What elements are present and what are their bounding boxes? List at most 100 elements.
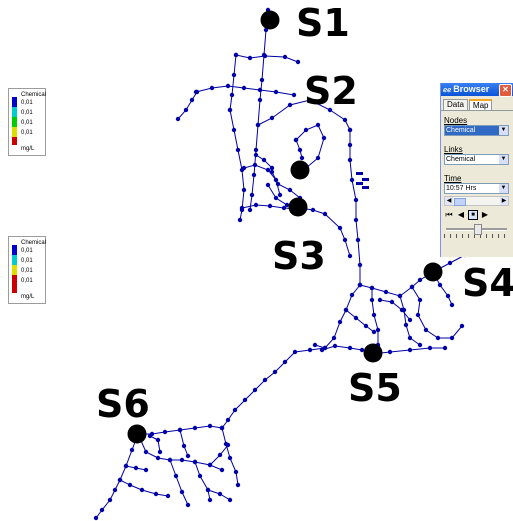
junction-node (349, 177, 355, 183)
legend-entry: 0,01 (12, 245, 42, 257)
junction-node (189, 97, 195, 103)
junction-node (207, 497, 213, 503)
play-forward-icon[interactable]: ▶ (481, 210, 489, 219)
scroll-thumb[interactable] (454, 198, 466, 206)
junction-node (265, 167, 271, 173)
chevron-down-icon[interactable]: ▼ (499, 126, 508, 135)
legend-value: 0,01 (21, 120, 33, 126)
junction-node (231, 72, 237, 78)
junction-node (247, 207, 253, 213)
junction-node (192, 425, 198, 431)
pipe (95, 433, 139, 519)
junction-node (207, 423, 213, 429)
sensor-5: S5 (348, 343, 402, 410)
junction-node (277, 192, 283, 198)
junction-node (399, 307, 405, 313)
junction-node (447, 260, 453, 266)
junction-node (241, 85, 247, 91)
junction-node (359, 347, 365, 353)
chevron-down-icon[interactable]: ▼ (499, 184, 508, 193)
legend-title: Chemical (21, 240, 47, 246)
legend-node-chemical: Chemical 0,01 0,01 0,01 0,01 mg/L (8, 88, 46, 156)
sensor-1: S1 (260, 1, 350, 45)
junction-node (205, 487, 211, 493)
junction-node (363, 323, 369, 329)
sensor-2: S2 (290, 69, 358, 180)
junction-node (415, 312, 421, 318)
slider-knob[interactable] (474, 224, 482, 235)
junction-node (347, 157, 353, 163)
pipe (349, 130, 361, 285)
nodes-select[interactable]: Chemical ▼ (444, 125, 509, 136)
junction-node (249, 192, 255, 198)
junction-node (287, 187, 293, 193)
animation-speed-slider[interactable] (444, 224, 509, 235)
pipe (411, 286, 463, 339)
pipe (379, 299, 411, 321)
junction-node (225, 83, 231, 89)
sensor-3: S3 (272, 197, 326, 278)
legend-link-chemical: Chemical 0,01 0,01 0,01 0,01 mg/L (8, 236, 46, 304)
tank-symbol (356, 182, 363, 185)
time-scrollbar[interactable]: ◀ ▶ (444, 196, 509, 206)
junction-node (185, 502, 191, 508)
junction-node (179, 489, 185, 495)
legend-value: 0,01 (21, 278, 33, 284)
junction-node (322, 211, 328, 217)
epanet-app-icon: ℯℯ (443, 87, 452, 94)
legend-value: 0,01 (21, 130, 33, 136)
junction-node (315, 122, 321, 128)
sensor-label: S5 (348, 366, 402, 410)
browser-titlebar[interactable]: ℯℯ Browser ✕ (441, 83, 513, 97)
junction-node (291, 92, 297, 98)
junction-node (143, 467, 149, 473)
junction-node (183, 107, 189, 113)
tank-symbol (362, 178, 369, 181)
play-backward-icon[interactable]: ◀ (457, 210, 465, 219)
sensor-6: S6 (96, 382, 150, 444)
junction-node (371, 312, 377, 318)
links-label: Links (444, 145, 463, 154)
time-select[interactable]: 10:57 Hrs ▼ (444, 183, 509, 194)
junction-node (227, 455, 233, 461)
close-icon[interactable]: ✕ (499, 84, 512, 97)
junction-node (185, 453, 191, 459)
map-panel: Nodes Chemical ▼ Links Chemical ▼ Time 1… (441, 111, 513, 240)
junction-node (225, 417, 231, 423)
junction-node (197, 473, 203, 479)
junction-node (403, 322, 409, 328)
junction-node (173, 473, 179, 479)
legend-value: 0,01 (21, 248, 33, 254)
junction-node (331, 335, 337, 341)
junction-node (112, 487, 118, 493)
time-select-value: 10:57 Hrs (446, 185, 477, 192)
scroll-left-icon[interactable]: ◀ (445, 197, 453, 205)
tab-data[interactable]: Data (443, 99, 468, 110)
junction-node (107, 497, 113, 503)
junction-node (287, 102, 293, 108)
browser-tabs: Data Map (441, 96, 513, 111)
junction-node (233, 52, 239, 58)
stop-icon[interactable]: ■ (468, 210, 478, 220)
junction-node (327, 107, 333, 113)
junction-node (241, 187, 247, 193)
junction-node (235, 147, 241, 153)
junction-node (343, 307, 349, 313)
junction-node (371, 329, 377, 335)
links-select[interactable]: Chemical ▼ (444, 154, 509, 165)
junction-node (157, 449, 163, 455)
legend-entry: 0,01 (12, 127, 42, 139)
junction-node (231, 127, 237, 133)
junction-node (347, 345, 353, 351)
sensor-marker (290, 160, 310, 180)
legend-title: Chemical (21, 92, 47, 98)
tab-map[interactable]: Map (468, 99, 493, 110)
junction-node (177, 427, 183, 433)
junction-node (282, 54, 288, 60)
scroll-right-icon[interactable]: ▶ (500, 197, 508, 205)
junction-node (375, 327, 381, 333)
rewind-icon[interactable]: ⏮ (445, 210, 453, 219)
chevron-down-icon[interactable]: ▼ (499, 155, 508, 164)
sensor-marker (363, 343, 383, 363)
